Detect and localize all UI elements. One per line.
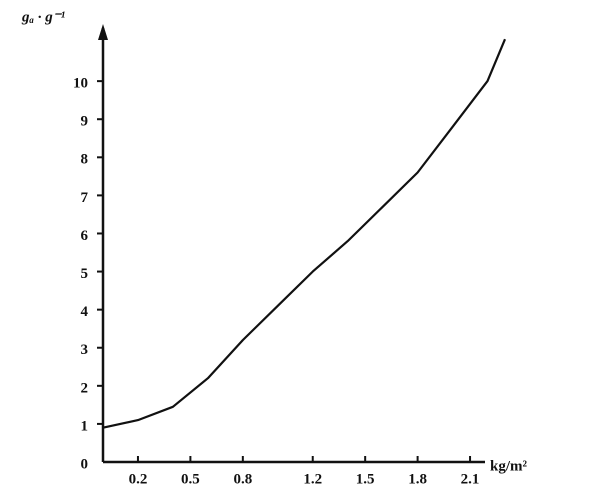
y-tick-label: 1: [81, 418, 89, 434]
y-tick-label: 5: [81, 266, 89, 282]
y-tick-label: 9: [81, 114, 89, 130]
x-tick-label: 2.1: [461, 471, 480, 487]
x-tick-label: 1.5: [356, 471, 375, 487]
x-tick-label: 1.8: [408, 471, 427, 487]
curve: [102, 38, 507, 429]
y-tick-label: 2: [81, 380, 89, 396]
y-axis-label: gₐ · g⁻¹: [21, 9, 65, 25]
y-tick-label: 10: [73, 76, 88, 92]
y-tick-label: 3: [81, 342, 89, 358]
y-axis-arrow: [98, 24, 108, 40]
x-tick-label: 0.8: [233, 471, 252, 487]
x-tick-label: 0.2: [129, 471, 148, 487]
x-tick-label: 1.2: [303, 471, 322, 487]
x-axis-label: kg/m²: [490, 458, 528, 474]
y-tick-label: 8: [81, 152, 89, 168]
y-tick-label: 4: [81, 304, 89, 320]
y-tick-label: 7: [81, 190, 89, 206]
y-tick-label: 6: [81, 228, 89, 244]
y-tick-label: 0: [81, 456, 89, 472]
x-tick-label: 0.5: [181, 471, 200, 487]
